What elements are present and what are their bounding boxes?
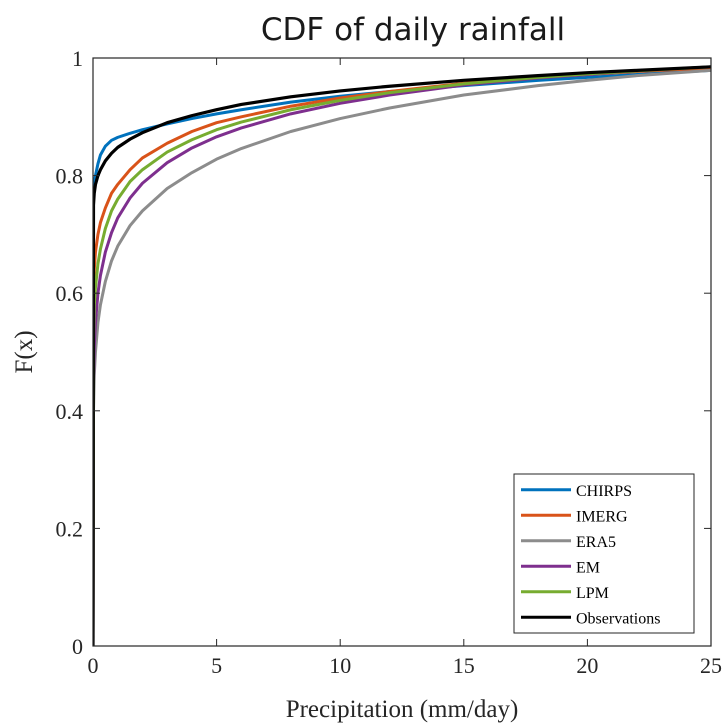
series-line-observations — [93, 65, 711, 646]
y-tick-label: 0 — [72, 634, 83, 659]
y-tick-label: 0.4 — [56, 399, 84, 424]
series-line-lpm — [93, 65, 711, 646]
legend-label-lpm: LPM — [576, 585, 609, 602]
y-tick-label: 0.6 — [56, 281, 84, 306]
x-tick-label: 25 — [700, 653, 722, 678]
chart-title: CDF of daily rainfall — [261, 12, 565, 48]
plot-area-frame — [92, 57, 712, 647]
series-line-era5 — [93, 68, 711, 646]
x-tick-label: 5 — [211, 653, 222, 678]
y-axis-label: F(x) — [11, 330, 38, 373]
y-tick-label: 0.2 — [56, 516, 84, 541]
x-tick-label: 0 — [88, 653, 99, 678]
legend-box — [513, 473, 695, 634]
x-tick-label: 10 — [329, 653, 351, 678]
x-axis-label: Precipitation (mm/day) — [286, 696, 519, 723]
legend-label-observations: Observations — [576, 610, 660, 627]
legend-label-imerg: IMERG — [576, 508, 628, 525]
legend-label-era5: ERA5 — [576, 534, 616, 551]
y-tick-label: 0.8 — [56, 164, 84, 189]
series-lines — [93, 65, 711, 646]
legend-label-chirps: CHIRPS — [576, 483, 632, 500]
legend-label-em: EM — [576, 559, 600, 576]
axis-ticks: 0 5 10 15 20 25 0 0.2 0.4 0.6 0.8 1 — [56, 46, 723, 678]
legend: CHIRPS IMERG ERA5 EM LPM Observations — [513, 473, 695, 634]
y-tick-label: 1 — [72, 46, 83, 71]
x-tick-label: 20 — [576, 653, 598, 678]
x-tick-label: 15 — [453, 653, 475, 678]
